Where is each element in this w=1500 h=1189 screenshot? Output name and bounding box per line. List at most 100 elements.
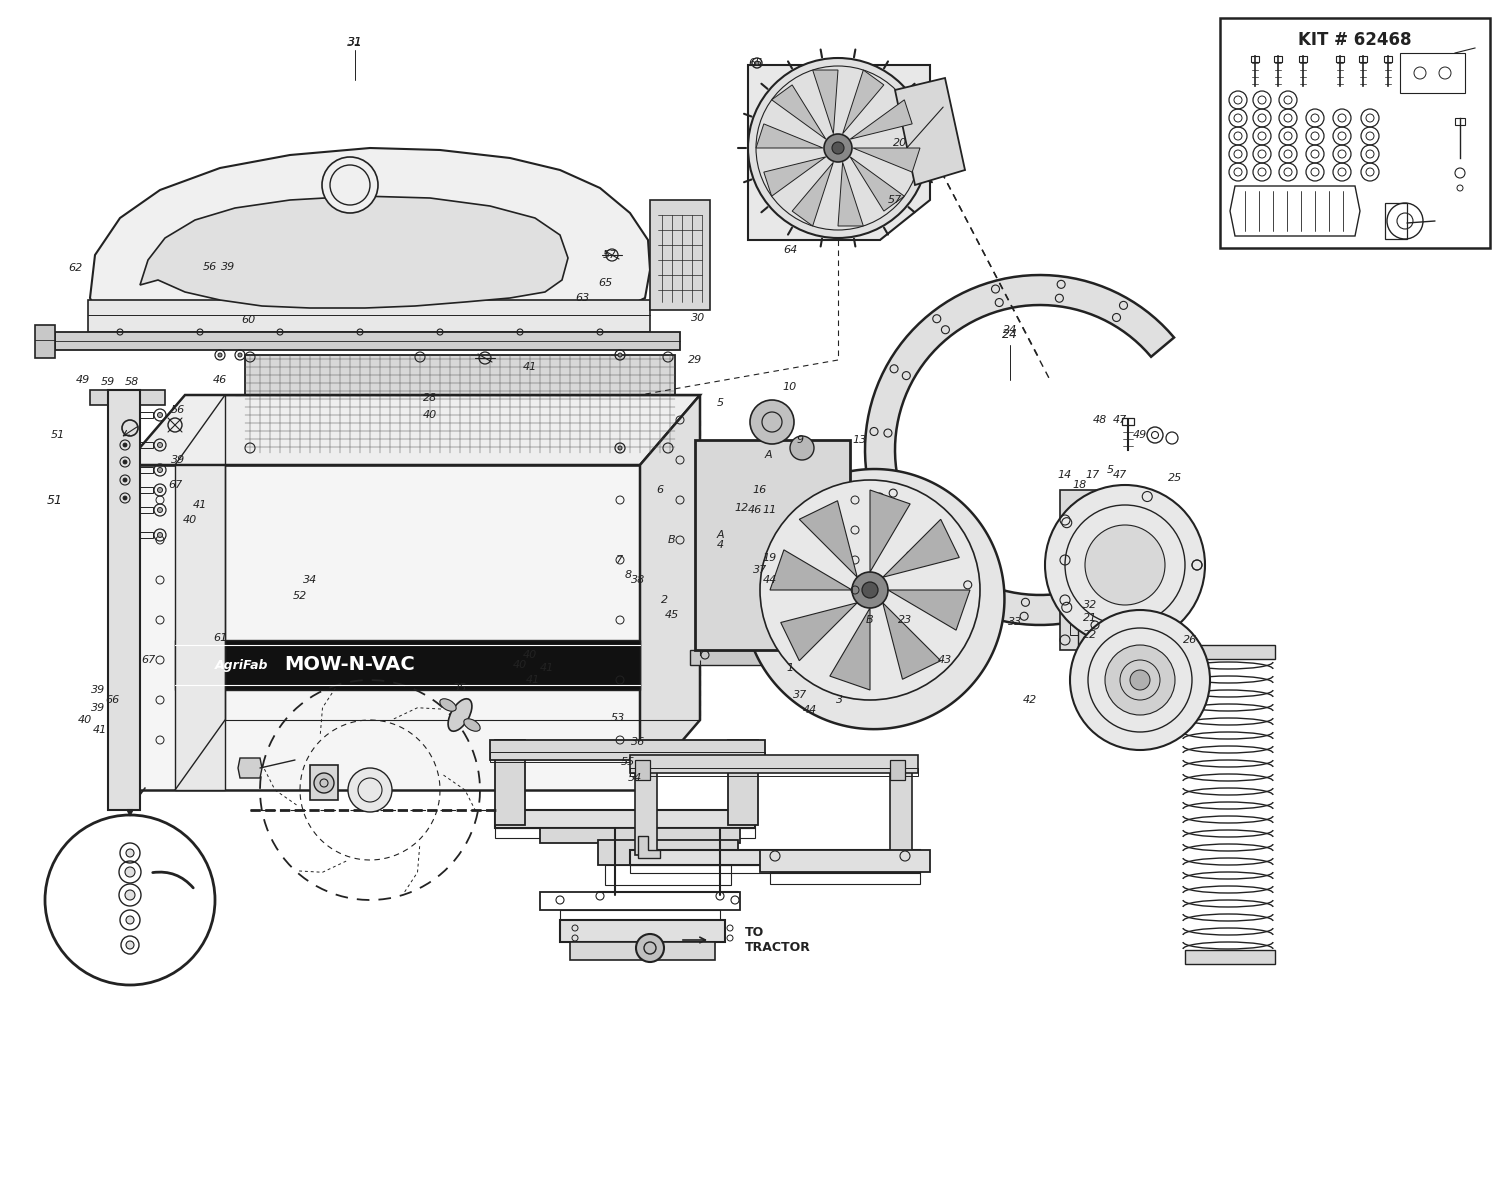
- Polygon shape: [771, 84, 826, 139]
- Text: 3: 3: [837, 696, 843, 705]
- Text: TO
TRACTOR: TO TRACTOR: [746, 926, 812, 954]
- Text: MOW-N-VAC: MOW-N-VAC: [285, 655, 416, 674]
- Bar: [490, 751, 765, 762]
- Text: 7: 7: [616, 555, 624, 565]
- Text: 12: 12: [735, 503, 748, 512]
- Polygon shape: [843, 70, 884, 133]
- Bar: [760, 850, 930, 872]
- Circle shape: [750, 400, 794, 443]
- Polygon shape: [34, 325, 56, 358]
- Bar: [1384, 203, 1407, 239]
- Text: 31: 31: [348, 37, 361, 48]
- Circle shape: [348, 768, 392, 812]
- Polygon shape: [896, 78, 964, 185]
- Text: 22: 22: [1083, 630, 1096, 640]
- Text: 43: 43: [938, 655, 952, 665]
- Circle shape: [1070, 610, 1210, 750]
- Circle shape: [158, 533, 162, 537]
- Text: 26: 26: [1184, 635, 1197, 644]
- Bar: [1455, 118, 1466, 125]
- Text: 37: 37: [794, 690, 807, 700]
- Circle shape: [833, 141, 844, 155]
- Bar: [490, 740, 765, 760]
- Circle shape: [158, 487, 162, 492]
- Text: 41: 41: [540, 663, 554, 673]
- Polygon shape: [888, 590, 971, 630]
- Bar: [850, 470, 870, 619]
- Text: 8: 8: [624, 570, 632, 580]
- Bar: [634, 760, 657, 855]
- Polygon shape: [764, 157, 826, 196]
- Bar: [495, 740, 525, 825]
- Bar: [176, 640, 640, 690]
- Bar: [135, 467, 153, 473]
- Text: 16: 16: [753, 485, 766, 495]
- Text: B: B: [865, 615, 874, 625]
- Circle shape: [1084, 526, 1166, 605]
- Polygon shape: [756, 124, 824, 147]
- Polygon shape: [870, 490, 910, 572]
- Polygon shape: [748, 65, 930, 240]
- Text: 42: 42: [1023, 696, 1036, 705]
- Bar: [770, 872, 920, 883]
- Text: 51: 51: [51, 430, 64, 440]
- Bar: [1359, 56, 1366, 62]
- Circle shape: [824, 134, 852, 162]
- Text: 29: 29: [688, 356, 702, 365]
- Text: 20: 20: [892, 138, 908, 147]
- Text: 11: 11: [764, 505, 777, 515]
- Circle shape: [158, 508, 162, 512]
- Text: 56: 56: [171, 405, 184, 415]
- Ellipse shape: [448, 699, 472, 731]
- Text: 39: 39: [92, 685, 105, 696]
- Text: 17: 17: [1086, 470, 1100, 480]
- Text: 41: 41: [526, 675, 540, 685]
- Bar: [1070, 505, 1114, 635]
- Polygon shape: [850, 100, 912, 139]
- Text: 55: 55: [621, 757, 634, 767]
- Polygon shape: [882, 603, 940, 679]
- Bar: [135, 413, 153, 419]
- Text: 9: 9: [796, 435, 804, 445]
- Text: 45: 45: [664, 610, 680, 619]
- Bar: [495, 828, 754, 838]
- Text: 39: 39: [92, 703, 105, 713]
- Text: 35: 35: [453, 682, 466, 693]
- Bar: [858, 498, 920, 589]
- Text: 39: 39: [220, 262, 236, 272]
- Text: 58: 58: [124, 377, 140, 386]
- Bar: [540, 828, 740, 843]
- Bar: [630, 768, 918, 776]
- Text: 25: 25: [1168, 473, 1182, 483]
- Text: 40: 40: [423, 410, 436, 420]
- Bar: [1274, 56, 1282, 62]
- Text: 28: 28: [423, 394, 436, 403]
- Polygon shape: [865, 275, 1191, 625]
- Polygon shape: [800, 501, 858, 578]
- Bar: [1299, 56, 1306, 62]
- Text: 59: 59: [100, 377, 116, 386]
- Bar: [135, 442, 153, 448]
- Text: 32: 32: [1083, 600, 1096, 610]
- Text: 40: 40: [524, 650, 537, 660]
- Text: A: A: [764, 449, 772, 460]
- Text: 52: 52: [292, 591, 308, 600]
- Text: 62: 62: [68, 263, 82, 273]
- Text: 44: 44: [764, 575, 777, 585]
- Polygon shape: [310, 765, 338, 800]
- Polygon shape: [638, 836, 660, 858]
- Text: 57: 57: [888, 195, 902, 205]
- Bar: [1078, 618, 1100, 656]
- Bar: [704, 504, 842, 520]
- Polygon shape: [744, 468, 1005, 729]
- Polygon shape: [176, 465, 225, 789]
- Bar: [135, 487, 153, 493]
- Polygon shape: [792, 162, 834, 226]
- Text: 23: 23: [898, 615, 912, 625]
- Ellipse shape: [440, 699, 456, 711]
- Ellipse shape: [464, 719, 480, 731]
- Bar: [598, 839, 738, 866]
- Bar: [704, 482, 842, 498]
- Circle shape: [124, 867, 135, 877]
- Text: 54: 54: [628, 773, 642, 784]
